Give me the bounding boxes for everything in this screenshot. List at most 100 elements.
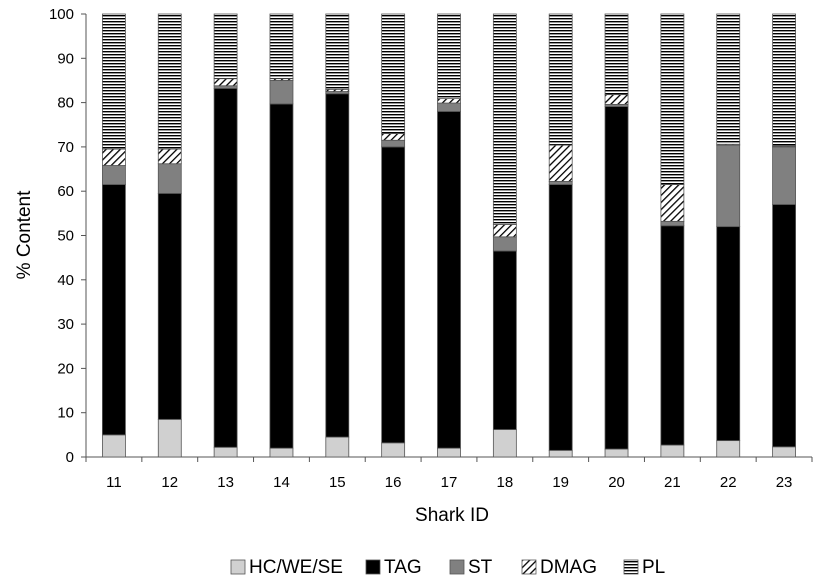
bars-group	[102, 13, 796, 458]
bar-segment-hc-we-se	[213, 446, 238, 458]
legend-swatch	[449, 559, 465, 575]
x-tick-label: 23	[776, 474, 793, 491]
bar-segment-pl	[102, 13, 126, 150]
bar-segment-tag	[269, 103, 294, 449]
bar-segment-tag	[157, 193, 182, 420]
y-tick-label: 0	[66, 449, 74, 466]
bar-segment-tag	[772, 204, 796, 448]
x-tick-label: 20	[608, 474, 625, 491]
bar-segment-hc-we-se	[381, 442, 406, 458]
bar-segment-tag	[437, 111, 461, 449]
x-tick-label: 18	[497, 474, 514, 491]
legend-swatch	[623, 559, 639, 575]
x-tick-label: 11	[106, 474, 122, 491]
bar-segment-tag	[604, 106, 629, 450]
legend-label: PL	[642, 557, 665, 578]
bar-segment-tag	[716, 226, 741, 442]
bar-segment-dmag	[548, 144, 573, 182]
bar-stack-17	[437, 13, 461, 458]
bar-segment-st	[102, 165, 126, 185]
legend-label: HC/WE/SE	[249, 557, 343, 578]
bar-segment-tag	[660, 225, 685, 446]
legend-swatch	[230, 559, 246, 575]
bar-segment-tag	[213, 88, 238, 448]
bar-segment-pl	[157, 13, 182, 150]
bar-stack-13	[213, 13, 238, 458]
bar-stack-19	[548, 13, 573, 458]
y-tick-label: 10	[57, 405, 74, 422]
bar-segment-hc-we-se	[604, 448, 629, 458]
bar-segment-pl	[269, 13, 294, 80]
x-axis-ticks: 11 12 13 14 15 16 17 18 19 20 21 22 23	[85, 457, 813, 491]
bar-segment-hc-we-se	[716, 440, 741, 458]
bar-segment-st	[492, 236, 517, 252]
x-tick-label: 17	[441, 474, 458, 491]
bar-segment-pl	[660, 13, 685, 185]
bar-segment-pl	[325, 13, 350, 90]
bar-segment-dmag	[213, 78, 238, 87]
bar-segment-hc-we-se	[660, 444, 685, 458]
bar-segment-dmag	[660, 184, 685, 222]
bar-segment-pl	[213, 13, 238, 80]
bar-stack-18	[492, 13, 517, 458]
bar-segment-pl	[437, 13, 461, 100]
bar-segment-tag	[492, 250, 517, 430]
bar-segment-hc-we-se	[325, 436, 350, 458]
y-tick-label: 80	[57, 95, 74, 112]
bar-segment-st	[548, 181, 573, 185]
bar-stack-20	[604, 13, 629, 458]
bar-segment-hc-we-se	[102, 434, 126, 458]
bar-stack-21	[660, 13, 685, 458]
bar-segment-tag	[325, 93, 350, 438]
bar-segment-hc-we-se	[437, 447, 461, 458]
bar-segment-pl	[604, 13, 629, 96]
y-tick-label: 70	[57, 139, 74, 156]
x-axis-title: Shark ID	[415, 505, 489, 526]
bar-stack-14	[269, 13, 294, 458]
y-tick-label: 90	[57, 50, 74, 67]
x-tick-label: 19	[552, 474, 569, 491]
y-tick-label: 40	[57, 272, 74, 289]
bar-segment-pl	[772, 13, 796, 147]
bar-segment-st	[772, 146, 796, 205]
bar-segment-tag	[548, 184, 573, 451]
bar-stack-22	[716, 13, 741, 458]
x-tick-label: 14	[273, 474, 290, 491]
bar-segment-tag	[102, 184, 126, 436]
x-tick-label: 15	[329, 474, 346, 491]
bar-segment-st	[716, 144, 741, 228]
bar-segment-hc-we-se	[157, 418, 182, 458]
bar-segment-st	[157, 163, 182, 194]
x-tick-label: 16	[385, 474, 402, 491]
y-tick-label: 30	[57, 316, 74, 333]
x-tick-label: 22	[720, 474, 737, 491]
bar-segment-st	[437, 102, 461, 112]
x-tick-label: 21	[664, 474, 681, 491]
legend-swatch	[365, 559, 381, 575]
y-tick-label: 50	[57, 228, 74, 245]
bar-segment-dmag	[492, 224, 517, 238]
bar-segment-st	[269, 80, 294, 105]
y-tick-label: 20	[57, 360, 74, 377]
legend-label: ST	[468, 557, 493, 578]
bar-segment-pl	[716, 13, 741, 145]
bar-segment-tag	[381, 146, 406, 444]
y-axis-ticks: 0 10 20 30 40 50 60 70 80 90 100	[49, 6, 86, 466]
bar-stack-23	[772, 13, 796, 458]
legend-swatch	[521, 559, 537, 575]
bar-stack-16	[381, 13, 406, 458]
bar-segment-hc-we-se	[772, 446, 796, 458]
bar-segment-dmag	[157, 148, 182, 165]
bar-stack-12	[157, 13, 182, 458]
x-tick-label: 13	[217, 474, 234, 491]
bar-segment-st	[381, 139, 406, 148]
bar-segment-pl	[381, 13, 406, 135]
bar-stack-11	[102, 13, 126, 458]
bar-segment-st	[660, 220, 685, 227]
bar-segment-dmag	[437, 98, 461, 104]
legend-label: TAG	[384, 557, 422, 578]
y-axis-title: % Content	[14, 190, 35, 279]
y-tick-label: 100	[49, 6, 74, 23]
legend-label: DMAG	[540, 557, 597, 578]
